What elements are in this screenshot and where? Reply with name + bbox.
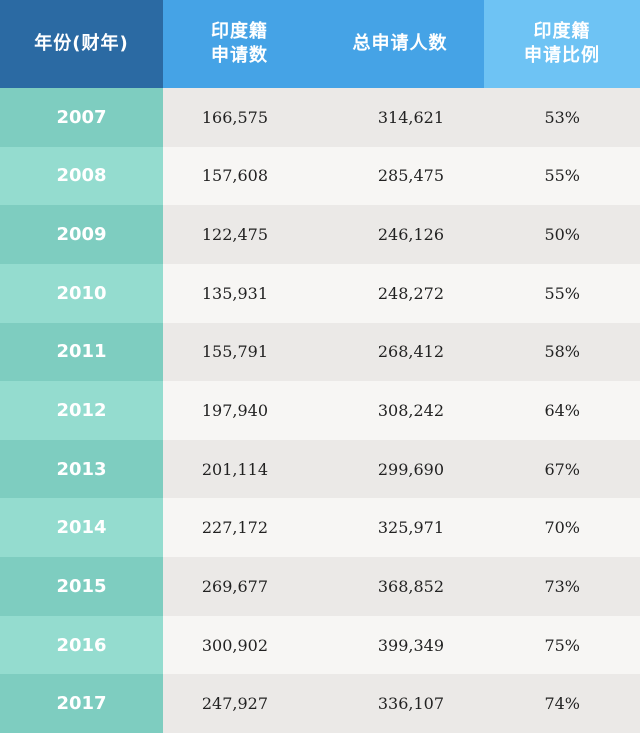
total-applicants-cell: 299,690 (316, 439, 484, 499)
india-ratio-cell: 75% (484, 615, 640, 675)
year-cell: 2017 (0, 674, 163, 733)
year-cell: 2007 (0, 88, 163, 147)
total-applicants-cell: 336,107 (316, 674, 484, 733)
india-ratio-cell: 58% (484, 322, 640, 382)
india-applications-cell: 197,940 (163, 381, 316, 440)
india-applications-cell: 247,927 (163, 674, 316, 733)
year-cell: 2011 (0, 322, 163, 382)
total-applicants-cell: 246,126 (316, 205, 484, 264)
india-ratio-cell: 55% (484, 146, 640, 206)
india-applications-cell: 122,475 (163, 205, 316, 264)
india-applications-cell: 135,931 (163, 263, 316, 323)
india-applications-cell: 227,172 (163, 498, 316, 558)
total-applicants-cell: 248,272 (316, 263, 484, 323)
header-india-applications: 印度籍 申请数 (163, 0, 316, 88)
india-applications-cell: 201,114 (163, 439, 316, 499)
total-applicants-cell: 314,621 (316, 88, 484, 147)
year-cell: 2013 (0, 439, 163, 499)
header-india-ratio: 印度籍 申请比例 (484, 0, 640, 88)
total-applicants-cell: 268,412 (316, 322, 484, 382)
india-ratio-cell: 73% (484, 557, 640, 616)
total-applicants-cell: 399,349 (316, 615, 484, 675)
india-applications-cell: 269,677 (163, 557, 316, 616)
total-applicants-cell: 308,242 (316, 381, 484, 440)
year-cell: 2008 (0, 146, 163, 206)
year-cell: 2015 (0, 557, 163, 616)
year-cell: 2014 (0, 498, 163, 558)
year-cell: 2016 (0, 615, 163, 675)
india-ratio-cell: 74% (484, 674, 640, 733)
total-applicants-cell: 325,971 (316, 498, 484, 558)
india-ratio-cell: 64% (484, 381, 640, 440)
total-applicants-cell: 285,475 (316, 146, 484, 206)
year-cell: 2009 (0, 205, 163, 264)
year-cell: 2012 (0, 381, 163, 440)
total-applicants-cell: 368,852 (316, 557, 484, 616)
india-ratio-cell: 67% (484, 439, 640, 499)
header-total-applicants: 总申请人数 (316, 0, 484, 88)
india-ratio-cell: 50% (484, 205, 640, 264)
india-applications-cell: 166,575 (163, 88, 316, 147)
header-year: 年份(财年) (0, 0, 163, 88)
india-ratio-cell: 53% (484, 88, 640, 147)
india-applications-cell: 155,791 (163, 322, 316, 382)
india-ratio-cell: 70% (484, 498, 640, 558)
india-applications-cell: 157,608 (163, 146, 316, 206)
india-ratio-cell: 55% (484, 263, 640, 323)
year-cell: 2010 (0, 263, 163, 323)
india-applications-cell: 300,902 (163, 615, 316, 675)
